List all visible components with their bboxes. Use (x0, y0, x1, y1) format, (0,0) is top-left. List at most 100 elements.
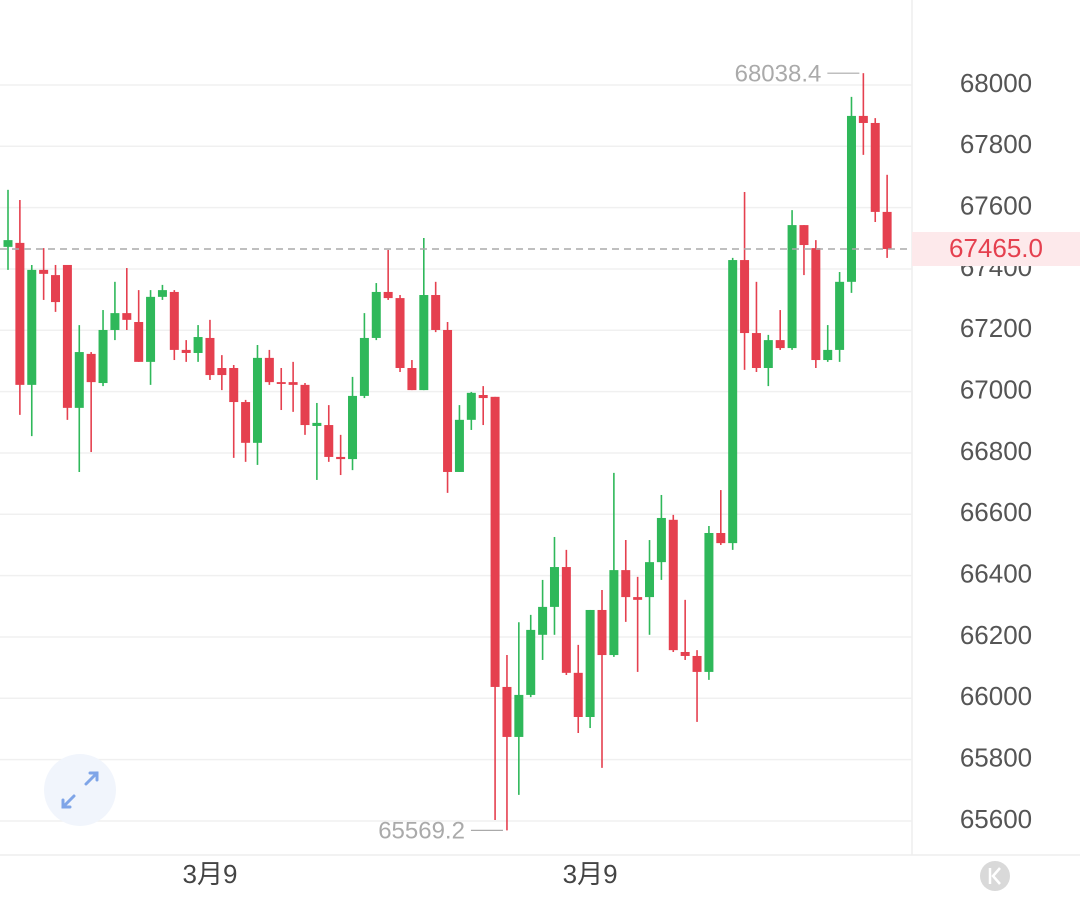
candle-body (692, 655, 702, 672)
candle-body (561, 567, 571, 673)
candle-body (585, 609, 595, 717)
expand-button[interactable] (44, 754, 116, 826)
expand-icon (61, 771, 99, 809)
candle-body (882, 211, 892, 250)
candle-body (252, 357, 262, 443)
candle-body (122, 313, 132, 320)
candle-body (395, 298, 405, 369)
candle-body (229, 368, 239, 403)
candle-body (359, 337, 369, 396)
candle-body (526, 629, 536, 695)
candle-body (811, 248, 821, 361)
candle-body (146, 296, 156, 362)
candle-body (645, 562, 655, 598)
candle-body (846, 115, 856, 282)
candle-body (288, 382, 298, 385)
candle-body (573, 672, 583, 717)
y-tick-label: 67200 (960, 313, 1032, 343)
candle-body (27, 269, 37, 385)
x-tick-label: 3月9 (563, 859, 618, 889)
candle-body (217, 368, 227, 376)
y-tick-label: 66000 (960, 681, 1032, 711)
candle-body (716, 532, 726, 544)
candle-body (633, 597, 643, 600)
candle-body (656, 517, 666, 563)
low-label: 65569.2 (378, 818, 465, 845)
candle-body (787, 225, 797, 349)
candle-body (763, 340, 773, 369)
y-tick-label: 65600 (960, 804, 1032, 834)
candle-body (336, 456, 346, 460)
candle-body (86, 353, 96, 383)
high-label: 68038.4 (735, 61, 822, 88)
candle-body (728, 260, 738, 544)
candle-body (740, 260, 750, 334)
candle-body (110, 313, 120, 330)
candle-body (514, 694, 524, 737)
candle-body (62, 264, 72, 408)
collapse-icon (988, 867, 1001, 885)
y-tick-label: 66400 (960, 558, 1032, 588)
candle-body (264, 357, 274, 383)
last-price-box (912, 232, 1080, 267)
candle-body (371, 291, 381, 338)
candle-body (300, 384, 310, 426)
candle-body (324, 425, 334, 457)
y-tick-label: 68000 (960, 68, 1032, 98)
candle-body (597, 609, 607, 656)
candle-body (538, 606, 548, 635)
candle-body (823, 349, 833, 361)
candle-body (835, 281, 845, 350)
candle-body (502, 686, 512, 737)
y-tick-label: 67000 (960, 374, 1032, 404)
candle-body (668, 519, 678, 651)
candle-body (490, 396, 500, 687)
candle-body (39, 269, 49, 274)
candle-body (241, 402, 251, 443)
candle-body (775, 340, 785, 349)
last-price-label: 67465.0 (949, 233, 1043, 263)
candle-body (134, 322, 144, 362)
candle-body (858, 115, 868, 123)
collapse-button[interactable] (980, 861, 1010, 891)
candle-body (478, 394, 488, 399)
candle-body (466, 392, 476, 420)
candle-body (51, 275, 61, 303)
candle-body (3, 240, 13, 247)
candle-body (454, 419, 464, 472)
candle-body (680, 651, 690, 656)
candle-body (157, 290, 167, 297)
candle-body (312, 422, 322, 426)
candle-body (169, 291, 179, 350)
candle-body (15, 242, 25, 385)
candle-body (74, 352, 84, 408)
candle-body (98, 329, 108, 384)
candle-body (443, 329, 453, 472)
candle-body (276, 382, 286, 384)
candle-body (799, 225, 809, 246)
candle-body (407, 368, 417, 391)
candle-body (751, 333, 761, 369)
candle-body (193, 337, 203, 353)
y-tick-label: 67800 (960, 129, 1032, 159)
candle-body (549, 567, 559, 607)
candle-body (621, 570, 631, 598)
candle-body (205, 337, 215, 376)
candle-body (348, 395, 358, 460)
candle-body (870, 122, 880, 212)
candle-body (704, 532, 714, 672)
candle-body (431, 295, 441, 330)
x-tick-label: 3月9 (182, 859, 237, 889)
expand-button-bg (44, 754, 116, 826)
y-tick-label: 67600 (960, 190, 1032, 220)
y-tick-label: 65800 (960, 743, 1032, 773)
candle-body (181, 349, 191, 353)
candle-body (383, 291, 393, 299)
candle-body (419, 295, 429, 391)
collapse-button-bg (980, 861, 1010, 891)
y-tick-label: 66200 (960, 620, 1032, 650)
y-tick-label: 66600 (960, 497, 1032, 527)
y-tick-label: 66800 (960, 436, 1032, 466)
candle-body (609, 570, 619, 656)
